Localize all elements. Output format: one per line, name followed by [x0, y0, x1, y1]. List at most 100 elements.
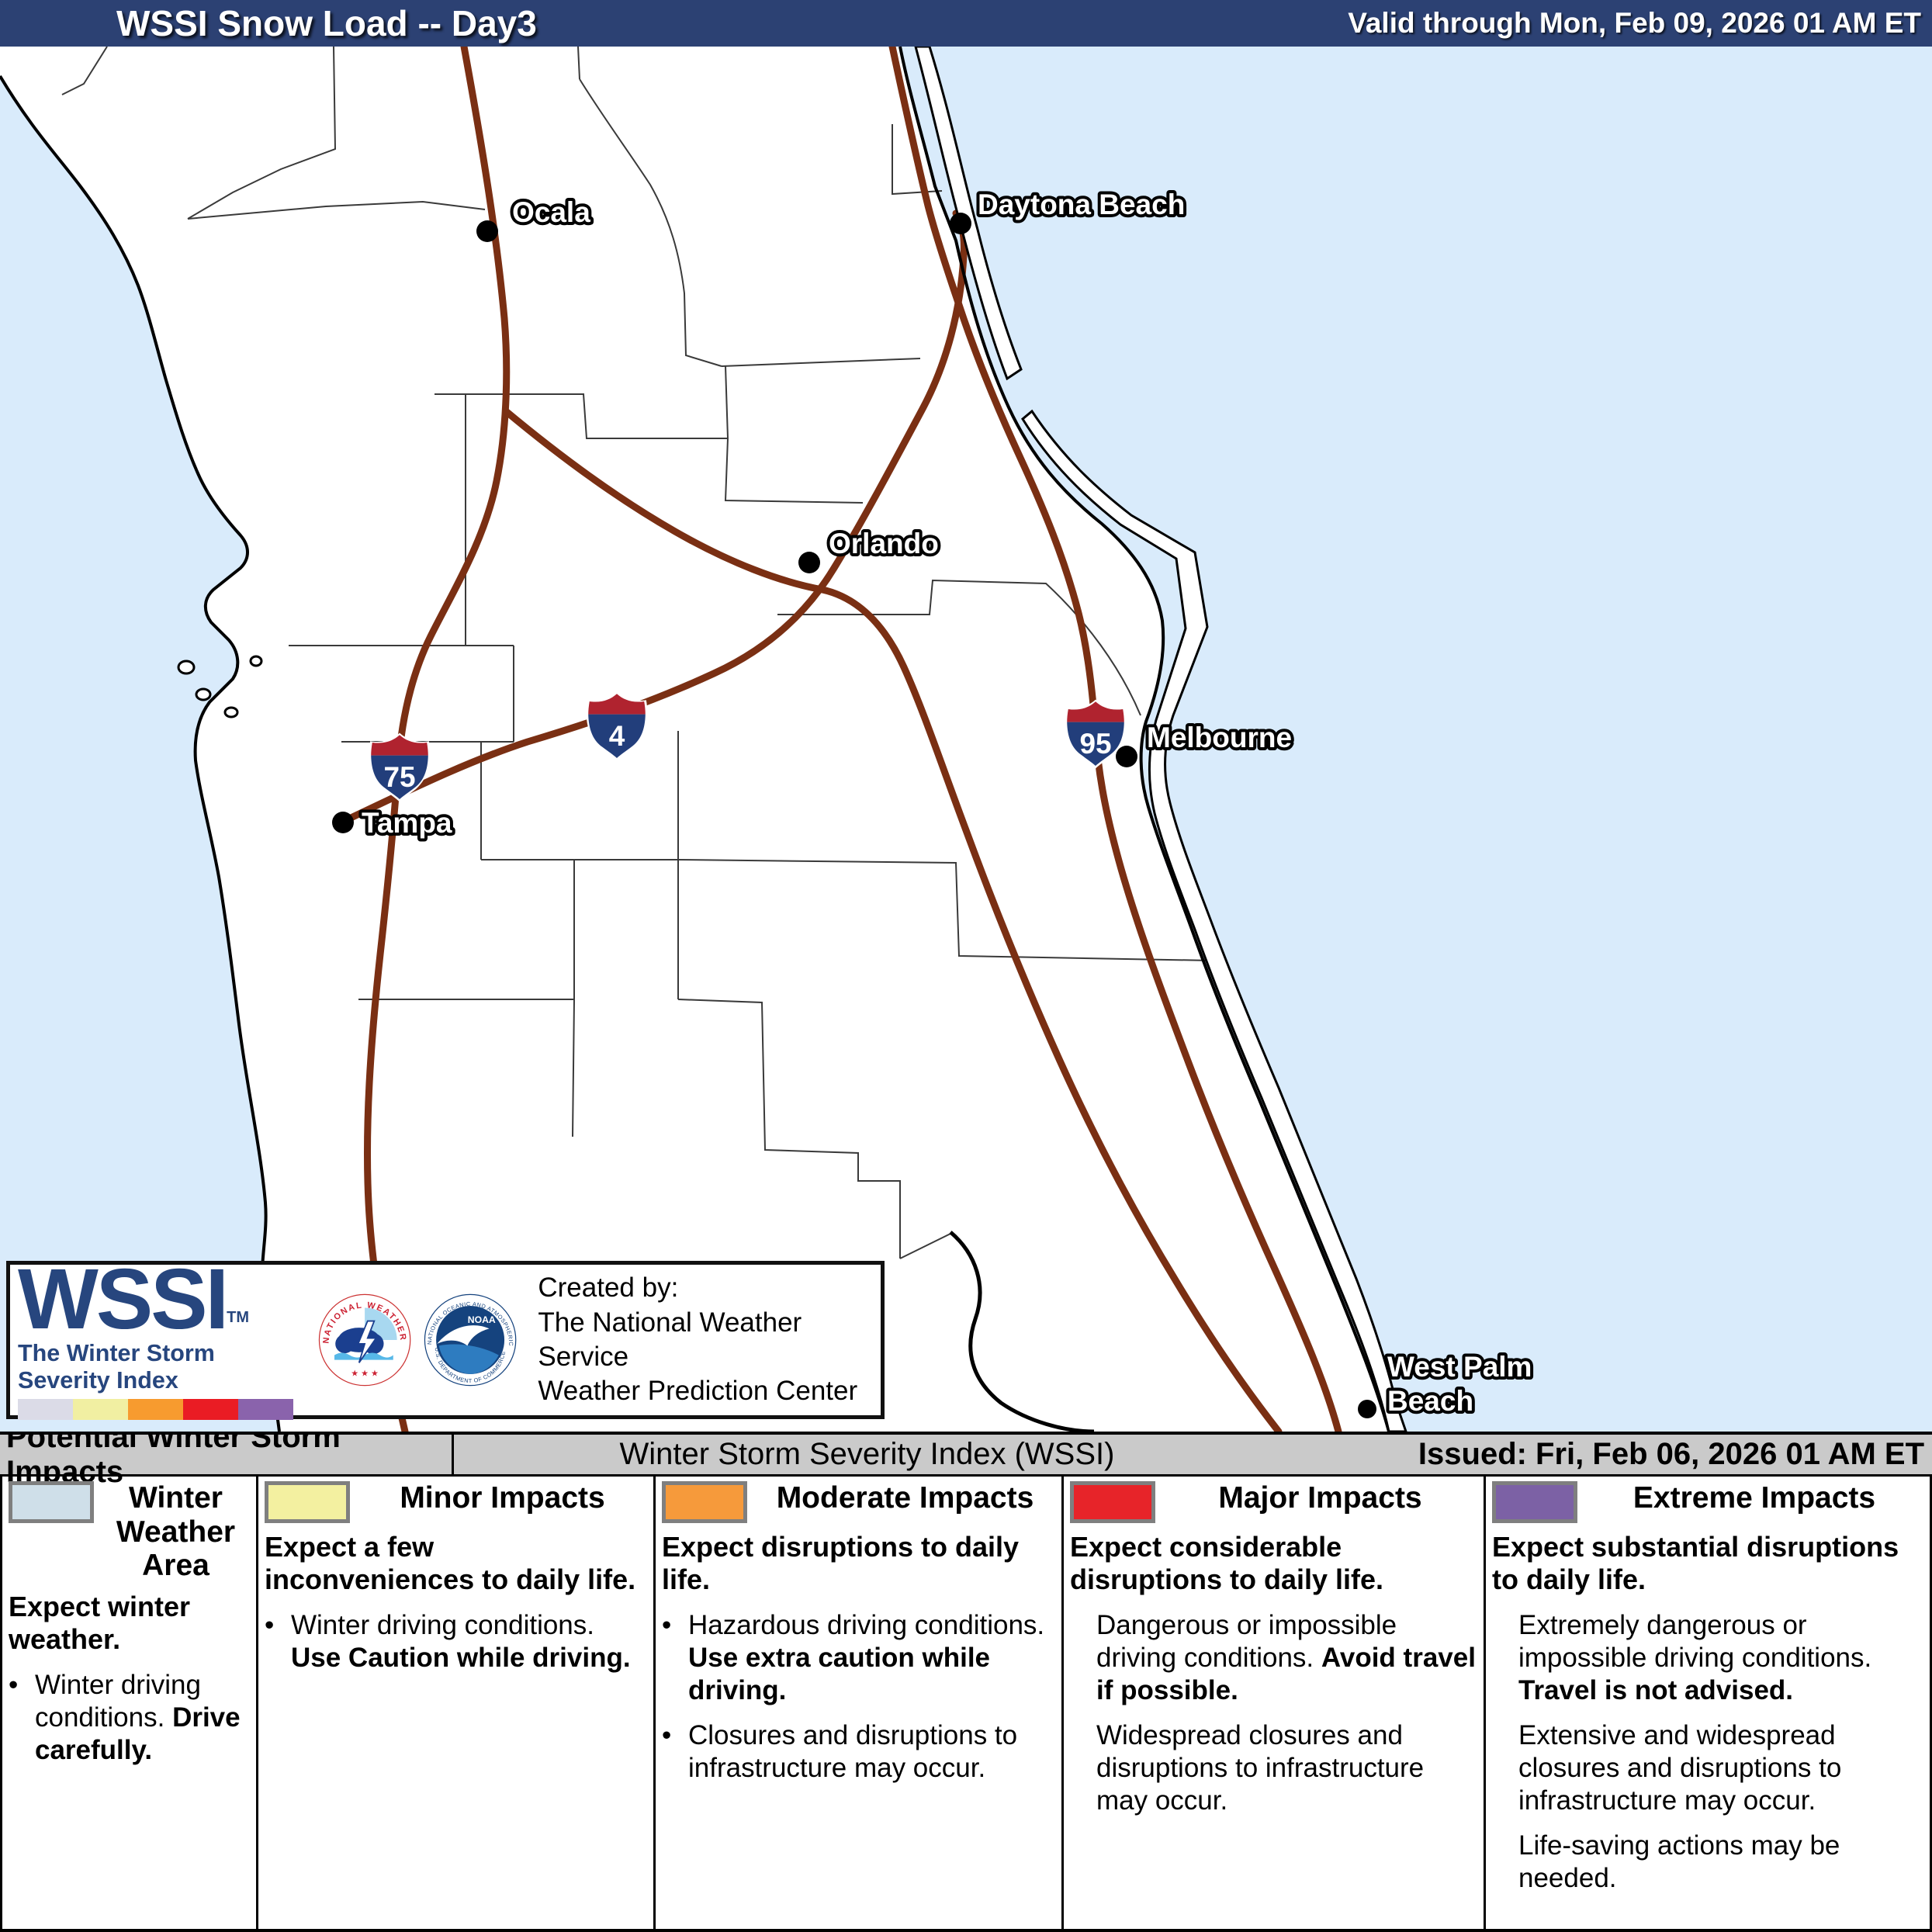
legend-item: Extremely dangerous or impossible drivin…	[1492, 1609, 1923, 1707]
noaa-ocean	[438, 1344, 499, 1374]
scale-swatch-major	[183, 1399, 238, 1421]
legend-column-moderate: Moderate Impacts Expect disruptions to d…	[656, 1477, 1064, 1929]
indent-spacer	[1070, 1609, 1096, 1707]
legend-title: Moderate Impacts	[776, 1481, 1034, 1515]
road-i4	[344, 209, 968, 823]
major-impacts-swatch	[1070, 1481, 1155, 1523]
city-dots	[332, 213, 1376, 1418]
noaa-logo: NATIONAL OCEANIC AND ATMOSPHERIC ADMINIS…	[423, 1289, 517, 1387]
wssi-tagline: The Winter Storm Severity Index	[18, 1340, 215, 1394]
interstate-roads	[344, 47, 1342, 1432]
i4-shield: 4	[586, 691, 648, 761]
legend-item: Winter driving conditions. Drive careful…	[9, 1669, 250, 1767]
scale-swatch-moderate	[128, 1399, 183, 1421]
gulf-of-mexico-water	[0, 76, 279, 1432]
tampa-bay-island	[195, 687, 212, 701]
legend-item: Hazardous driving conditions. Use extra …	[662, 1609, 1055, 1707]
road-turnpike	[502, 407, 1283, 1432]
gulf-coastline	[0, 74, 281, 1432]
legend-item: Winter driving conditions. Use Caution w…	[265, 1609, 647, 1674]
moderate-impacts-swatch	[662, 1481, 747, 1523]
ocala-dot	[476, 220, 498, 242]
road-i75	[363, 47, 511, 1432]
florida-map: 75 4 95	[0, 47, 1932, 1432]
attribution-box: WSSITM The Winter Storm Severity Index N…	[6, 1256, 885, 1421]
legend-intro: Expect winter weather.	[9, 1591, 191, 1656]
legend-column-major: Major Impacts Expect considerable disrup…	[1064, 1477, 1486, 1929]
extreme-impacts-swatch	[1492, 1481, 1577, 1523]
bullet-icon	[9, 1669, 35, 1767]
indent-spacer	[1070, 1719, 1096, 1817]
nws-logo: NATIONAL WEATHER SERVICE ★ ★ ★	[317, 1289, 411, 1387]
noaa-seabird	[437, 1325, 490, 1346]
legend-intro: Expect considerable disruptions to daily…	[1070, 1531, 1384, 1596]
wssi-logo: WSSITM The Winter Storm Severity Index	[18, 1256, 306, 1421]
tampa-bay-island	[177, 660, 196, 675]
winter-weather-swatch	[9, 1481, 94, 1523]
tampa-label: Tampa	[362, 807, 452, 839]
west-palm-beach-label-line1: West Palm	[1387, 1351, 1532, 1383]
wssi-wordmark: WSSI	[18, 1251, 229, 1347]
indent-spacer	[1492, 1830, 1518, 1895]
impacts-bar-title: Potential Winter Storm Impacts	[0, 1420, 454, 1489]
scale-swatch-winter-weather	[18, 1399, 73, 1421]
city-labels: Ocala Daytona Beach Orlando Tampa Melbou…	[358, 185, 1535, 1420]
nws-lightning-bolt	[357, 1320, 378, 1363]
atlantic-ocean-water	[900, 47, 1932, 1432]
legend-item: Life-saving actions may be needed.	[1492, 1830, 1923, 1895]
bullet-icon	[662, 1609, 688, 1707]
legend-intro: Expect substantial disruptions to daily …	[1492, 1531, 1899, 1596]
legend-title: Extreme Impacts	[1633, 1481, 1876, 1515]
i75-shield-number: 75	[383, 761, 415, 793]
wssi-severity-scale	[18, 1399, 306, 1421]
ocala-label: Ocala	[512, 196, 590, 228]
legend-column-extreme: Extreme Impacts Expect substantial disru…	[1486, 1477, 1930, 1929]
melbourne-dot	[1116, 746, 1137, 767]
minor-impacts-swatch	[265, 1481, 350, 1523]
i95-shield: 95	[1065, 699, 1127, 769]
indent-spacer	[1492, 1609, 1518, 1707]
impacts-info-bar: Potential Winter Storm Impacts Winter St…	[0, 1420, 1932, 1489]
indent-spacer	[1492, 1719, 1518, 1817]
tampa-dot	[332, 812, 354, 833]
created-by-line1: Created by:	[538, 1272, 679, 1304]
created-by-line2: The National Weather Service	[538, 1307, 802, 1372]
daytona-beach-dot	[950, 213, 971, 234]
florida-basemap-svg: 75 4 95	[0, 47, 1932, 1432]
impacts-legend: Winter Weather Area Expect winter weathe…	[0, 1477, 1932, 1932]
tampa-bay-island	[223, 706, 239, 718]
legend-item: Widespread closures and disruptions to i…	[1070, 1719, 1477, 1817]
county-boundaries	[61, 47, 1213, 1259]
i75-shield: 75	[369, 732, 431, 802]
page-title: WSSI Snow Load -- Day3	[116, 3, 537, 43]
legend-title: Major Impacts	[1218, 1481, 1422, 1515]
barrier-islands	[177, 47, 1407, 1432]
legend-intro: Expect a few inconveniences to daily lif…	[265, 1531, 636, 1596]
tampa-bay-island	[249, 655, 263, 667]
orlando-dot	[798, 552, 820, 573]
i95-shield-number: 95	[1079, 728, 1111, 760]
lake-okeechobee-outline	[949, 1231, 1095, 1432]
legend-intro: Expect disruptions to daily life.	[662, 1531, 1020, 1596]
orlando-label: Orlando	[829, 528, 939, 559]
created-by-line3: Weather Prediction Center	[538, 1376, 858, 1407]
scale-swatch-extreme	[238, 1399, 293, 1421]
i4-shield-number: 4	[609, 720, 625, 752]
daytona-beach-label: Daytona Beach	[978, 189, 1185, 220]
legend-column-minor: Minor Impacts Expect a few inconvenience…	[258, 1477, 656, 1929]
legend-item: Closures and disruptions to infrastructu…	[662, 1719, 1055, 1785]
daytona-barrier-island	[914, 47, 1023, 381]
trademark-symbol: TM	[227, 1308, 250, 1326]
scale-swatch-minor	[73, 1399, 128, 1421]
cape-canaveral-island	[1021, 409, 1407, 1432]
legend-title: Winter Weather Area	[116, 1481, 236, 1583]
legend-title: Minor Impacts	[400, 1481, 605, 1515]
valid-through-label: Valid through Mon, Feb 09, 2026 01 AM ET	[1348, 7, 1921, 39]
legend-column-winter-weather: Winter Weather Area Expect winter weathe…	[2, 1477, 258, 1929]
atlantic-coastline	[898, 47, 1390, 1432]
legend-item: Extensive and widespread closures and di…	[1492, 1719, 1923, 1817]
legend-item: Dangerous or impossible driving conditio…	[1070, 1609, 1477, 1707]
bullet-icon	[662, 1719, 688, 1785]
noaa-wordmark: NOAA	[468, 1314, 496, 1325]
